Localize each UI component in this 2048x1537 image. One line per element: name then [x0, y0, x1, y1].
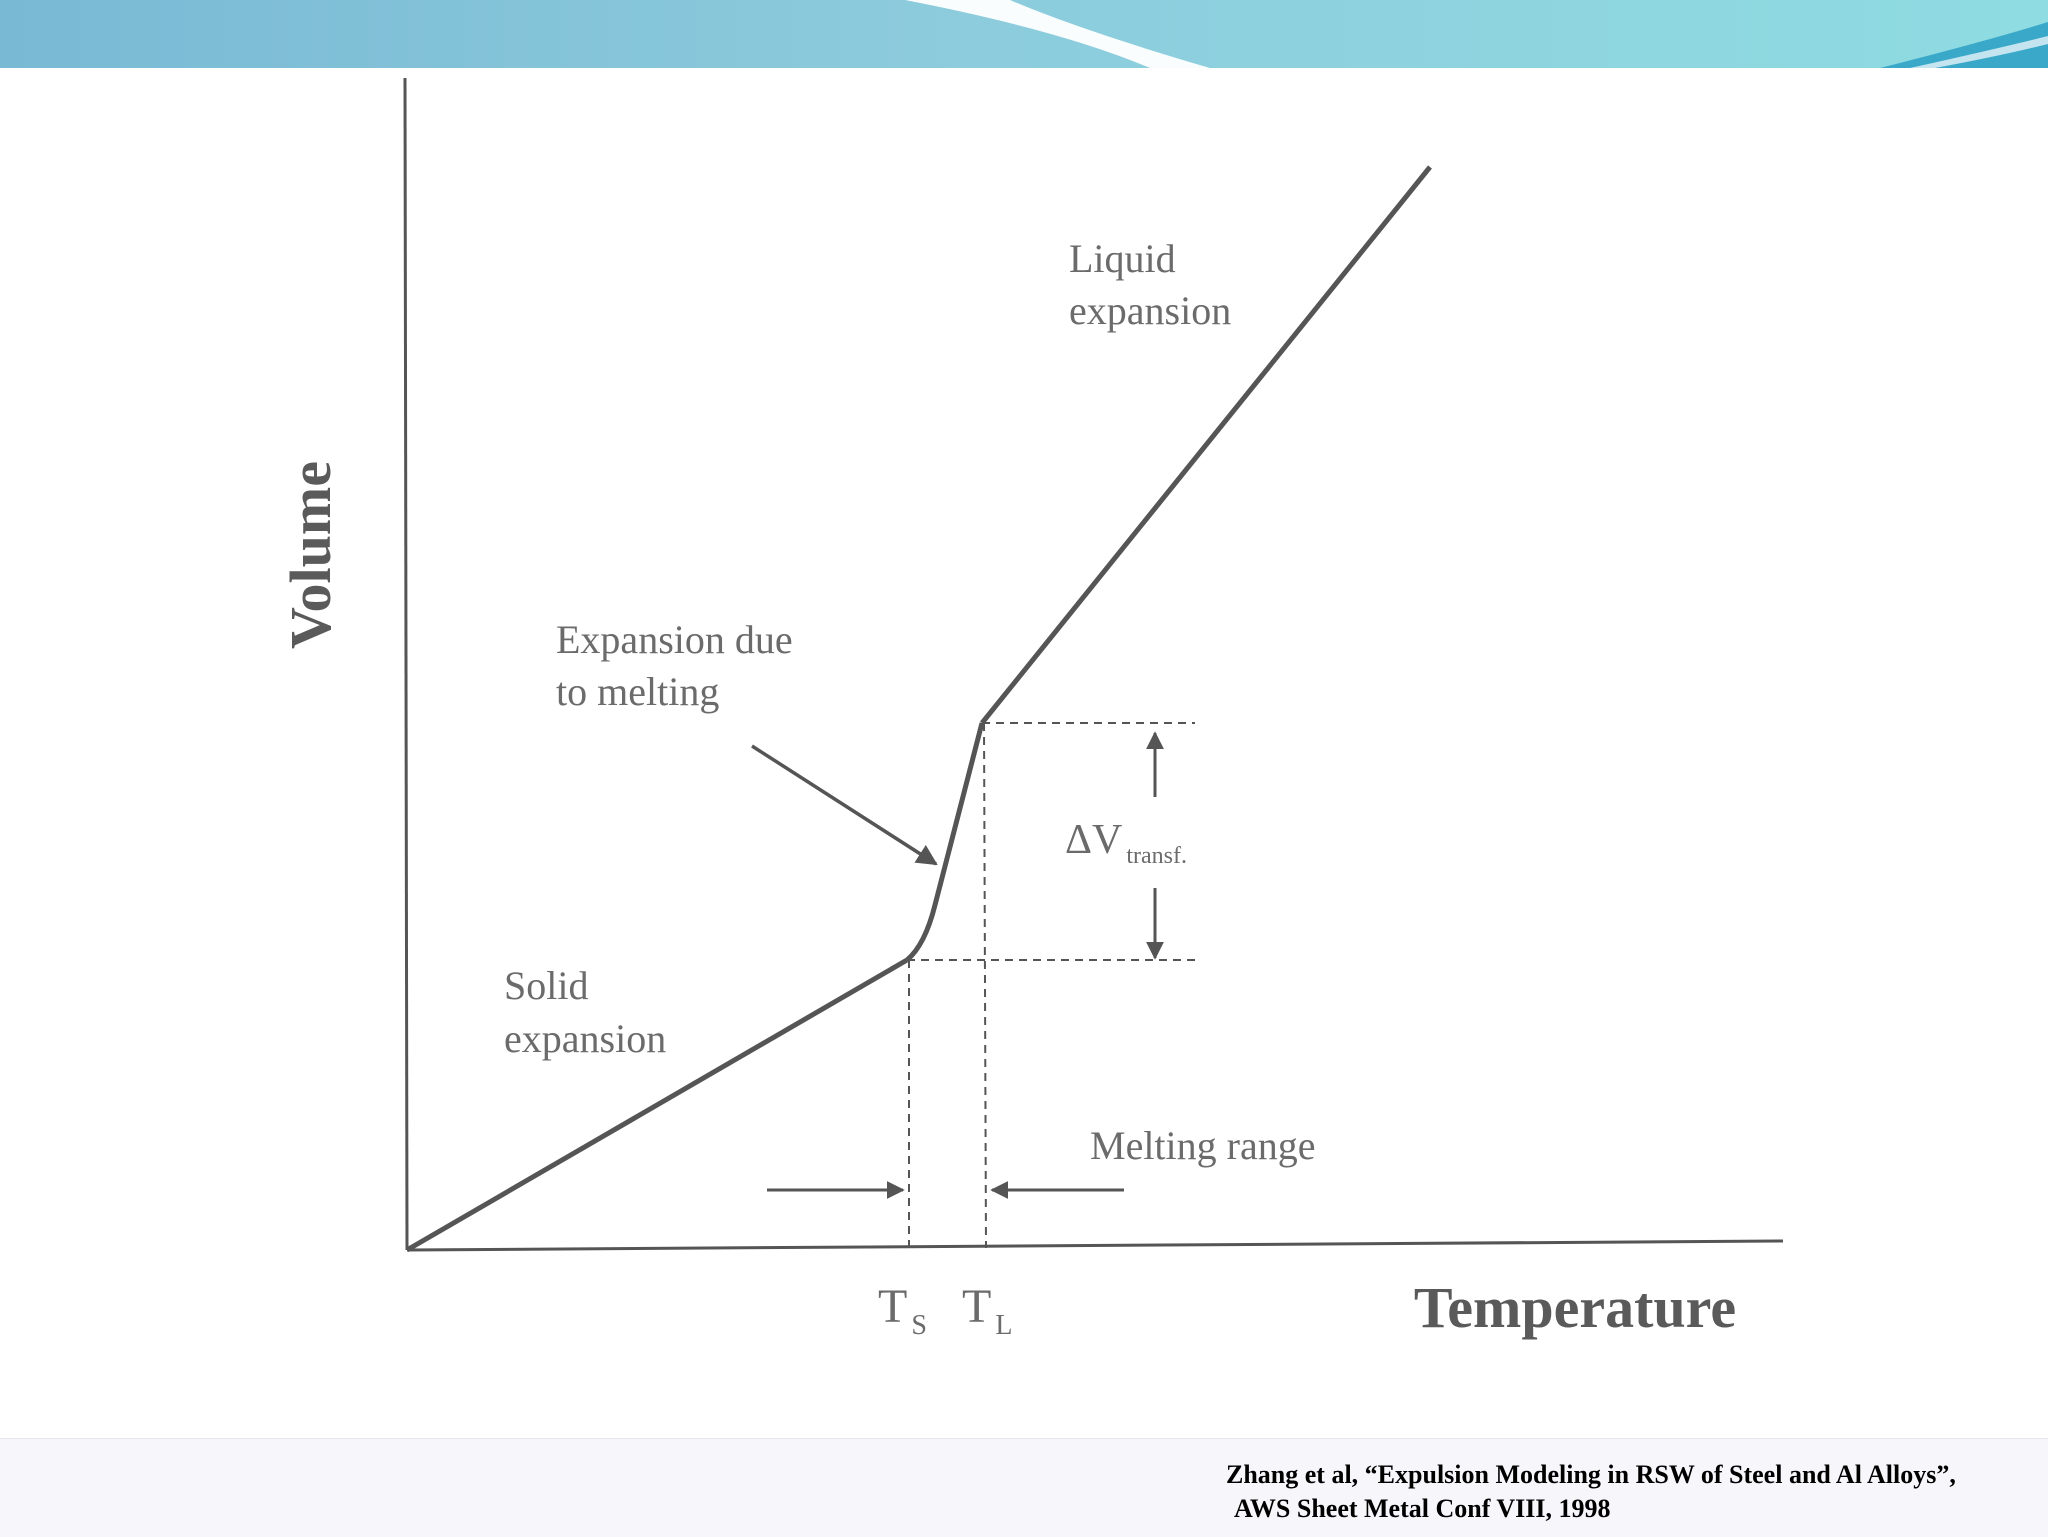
footer-band	[0, 1438, 2048, 1537]
banner-swoosh	[905, 0, 1210, 68]
citation-line-2: AWS Sheet Metal Conf VIII, 1998	[1234, 1494, 1611, 1523]
delta-v-label: ΔV transf.	[1065, 817, 1187, 869]
tick-label-ts: T S	[878, 1280, 927, 1341]
x-axis-title: Temperature	[1414, 1275, 1736, 1340]
liquid-expansion-label: Liquid expansion	[1069, 236, 1231, 333]
volume-curve-solid	[405, 957, 909, 1253]
y-axis-title: Volume	[278, 461, 343, 649]
banner-corner-wave	[1880, 22, 2048, 68]
volume-temperature-diagram: Volume Temperature Liquid expansion	[278, 77, 1784, 1341]
x-axis	[406, 1239, 1784, 1252]
melting-expansion-arrow	[751, 744, 938, 866]
figure-area: Volume Temperature Liquid expansion	[0, 68, 2048, 1438]
melting-range-label: Melting range	[1090, 1123, 1316, 1168]
melting-expansion-label: Expansion due to melting	[556, 617, 803, 714]
citation-line-1: Zhang et al, “Expulsion Modeling in RSW …	[1226, 1460, 1956, 1489]
top-banner	[0, 0, 2048, 68]
solid-expansion-label: Solid expansion	[504, 963, 666, 1061]
tick-label-tl: T L	[962, 1280, 1012, 1341]
tl-guide-line	[983, 722, 987, 1249]
volume-curve-liquid	[980, 165, 1432, 725]
citation: Zhang et al, “Expulsion Modeling in RSW …	[1226, 1458, 2026, 1526]
y-axis	[403, 77, 409, 1251]
volume-curve-melting	[905, 722, 985, 962]
